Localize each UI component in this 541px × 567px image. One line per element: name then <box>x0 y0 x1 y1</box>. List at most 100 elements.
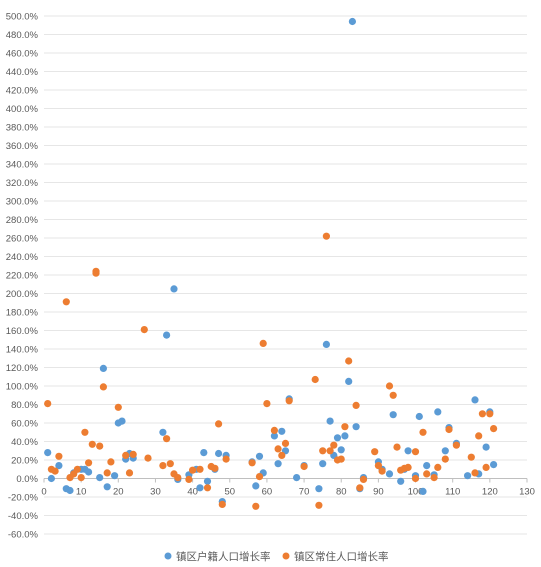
data-point <box>311 375 319 384</box>
y-tick-label: 80.0% <box>11 400 38 411</box>
data-point <box>322 232 330 240</box>
data-point <box>270 426 278 434</box>
data-point <box>389 391 397 399</box>
data-point <box>129 450 137 458</box>
y-tick-label: 440.0% <box>6 67 39 78</box>
data-point <box>345 377 353 385</box>
data-point <box>203 484 212 492</box>
legend-item-series-1: 镇区户籍人口增长率 <box>164 550 271 563</box>
legend-marker-series-2 <box>282 552 290 560</box>
data-point <box>122 451 130 459</box>
data-point <box>475 432 483 440</box>
y-tick-label: 180.0% <box>6 308 39 319</box>
data-point <box>285 397 293 405</box>
data-point <box>163 435 171 443</box>
data-point <box>486 410 494 418</box>
data-point <box>55 462 63 470</box>
data-point <box>337 455 345 463</box>
data-point <box>278 427 286 435</box>
data-point <box>118 417 126 425</box>
data-point <box>441 447 449 455</box>
data-point <box>352 401 360 409</box>
x-tick-label: 90 <box>373 487 384 498</box>
y-tick-label: 460.0% <box>6 49 39 60</box>
y-tick-label: 280.0% <box>6 215 39 226</box>
data-point <box>81 428 89 436</box>
data-point <box>393 443 401 451</box>
data-point <box>490 461 498 469</box>
data-point <box>96 442 104 450</box>
y-axis-tick-labels: -60.0% -40.0% -20.0% 0.0% 20.0% 40.0% 60.0% 80.… <box>6 12 39 541</box>
data-point <box>471 469 479 477</box>
data-point <box>419 487 427 495</box>
gridlines <box>44 15 527 535</box>
data-point <box>263 400 271 408</box>
legend-item-series-2: 镇区常住人口增长率 <box>282 550 389 563</box>
data-point <box>293 474 301 482</box>
data-point <box>359 475 368 483</box>
legend-label-series-2: 镇区常住人口增长率 <box>294 550 389 563</box>
data-point <box>77 474 85 482</box>
data-point <box>415 412 423 421</box>
data-point <box>66 486 74 495</box>
y-tick-label: 60.0% <box>11 419 38 430</box>
legend-marker-series-1 <box>164 552 172 560</box>
data-point <box>411 448 420 456</box>
y-tick-label: 400.0% <box>6 104 39 115</box>
data-point <box>51 467 59 475</box>
data-point <box>203 477 212 485</box>
data-point <box>385 470 394 478</box>
data-point <box>281 439 290 447</box>
data-point <box>378 467 386 475</box>
data-point <box>326 417 334 425</box>
data-point <box>144 454 152 462</box>
data-point <box>322 340 330 348</box>
data-point <box>211 464 219 472</box>
data-point <box>471 396 479 404</box>
y-tick-label: 100.0% <box>6 382 39 393</box>
data-point <box>411 474 420 483</box>
series-2-points <box>44 232 498 510</box>
data-point <box>47 474 56 483</box>
y-tick-label: -40.0% <box>8 511 39 522</box>
data-point <box>99 383 107 391</box>
data-point <box>252 482 260 490</box>
data-point <box>270 432 278 440</box>
data-point <box>374 462 382 470</box>
x-tick-label: 10 <box>76 487 87 498</box>
y-tick-label: 40.0% <box>11 437 38 448</box>
data-point <box>452 441 460 449</box>
data-point <box>107 458 115 466</box>
x-tick-label: 20 <box>113 487 124 498</box>
x-axis-ticks <box>43 478 528 483</box>
data-point <box>333 434 342 442</box>
data-point <box>389 411 397 419</box>
y-tick-label: 140.0% <box>6 345 39 356</box>
data-point <box>371 448 379 456</box>
data-point <box>385 382 394 390</box>
legend: 镇区户籍人口增长率 镇区常住人口增长率 <box>164 550 389 563</box>
data-point <box>341 423 349 431</box>
series-1-points <box>44 17 498 506</box>
data-point <box>434 408 442 416</box>
data-point <box>252 502 260 510</box>
data-point <box>99 364 107 372</box>
data-point <box>103 483 111 491</box>
data-point <box>319 447 327 455</box>
data-point <box>92 269 100 277</box>
data-point <box>215 420 223 428</box>
data-point <box>315 501 323 509</box>
x-tick-label: 50 <box>224 487 235 498</box>
y-tick-label: 340.0% <box>6 160 39 171</box>
y-tick-label: 320.0% <box>6 178 39 189</box>
data-point <box>337 446 345 454</box>
data-point <box>319 460 327 468</box>
data-point <box>434 463 442 471</box>
data-point <box>345 357 353 365</box>
y-tick-label: 160.0% <box>6 326 39 337</box>
data-point <box>255 452 264 460</box>
y-tick-label: 500.0% <box>6 12 39 23</box>
data-point <box>215 449 223 458</box>
legend-label-series-1: 镇区户籍人口增长率 <box>176 550 271 563</box>
